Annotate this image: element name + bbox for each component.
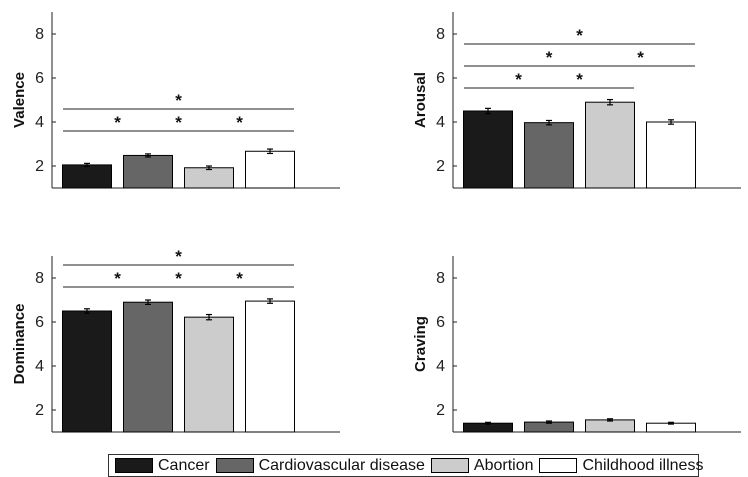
figure-canvas: 2 4 6 8 Valence * * * * 2 4 6 8 Arousal * * * * * 2 4 6 8 Domin… <box>11 12 741 433</box>
y-tick-label: 2 <box>35 158 44 175</box>
legend-item: Abortion <box>430 456 534 475</box>
bar-cancer <box>62 310 112 433</box>
significance-star: * <box>175 247 182 266</box>
y-tick-label: 8 <box>35 26 44 43</box>
legend-swatch <box>215 458 254 473</box>
y-tick-label: 4 <box>436 358 445 375</box>
significance-star: * <box>175 113 182 132</box>
legend-item: Cancer <box>115 457 210 475</box>
y-axis-label: Craving <box>412 316 429 372</box>
bar-cardiovascular-disease <box>524 122 574 189</box>
bar-childhood-illness <box>245 150 295 189</box>
legend-swatch <box>430 458 469 473</box>
y-tick-label: 6 <box>436 314 445 331</box>
y-tick-label: 2 <box>436 158 445 175</box>
significance-star: * <box>236 113 243 132</box>
significance-star: * <box>175 91 182 110</box>
y-tick-label: 6 <box>35 70 44 87</box>
y-tick-label: 2 <box>35 402 44 419</box>
y-tick-label: 6 <box>436 70 445 87</box>
y-tick-label: 8 <box>436 26 445 43</box>
legend-item: Cardiovascular disease <box>215 456 425 475</box>
y-tick-label: 8 <box>35 270 44 287</box>
significance-star: * <box>114 113 121 132</box>
bar-cardiovascular-disease <box>123 154 173 189</box>
bar-cardiovascular-disease <box>123 301 173 433</box>
legend-item: Childhood illness <box>539 457 703 475</box>
bar-cancer <box>62 164 112 189</box>
bar-abortion <box>184 316 234 433</box>
significance-star: * <box>515 70 522 89</box>
panel-craving: 2 4 6 8 Craving <box>412 256 741 433</box>
y-tick-label: 4 <box>35 114 44 131</box>
y-tick-label: 4 <box>35 358 44 375</box>
panel-valence: 2 4 6 8 Valence * * * * <box>11 12 340 189</box>
y-tick-label: 6 <box>35 314 44 331</box>
legend-swatch <box>539 458 578 473</box>
legend-swatch <box>115 458 153 473</box>
legend-label: Cancer <box>158 456 210 474</box>
bar-cancer <box>463 110 513 189</box>
significance-star: * <box>576 26 583 45</box>
y-axis-label: Valence <box>11 72 28 128</box>
bar-childhood-illness <box>245 300 295 433</box>
significance-star: * <box>114 269 121 288</box>
bar-abortion <box>585 101 635 189</box>
bar-childhood-illness <box>646 121 696 189</box>
y-tick-label: 2 <box>436 402 445 419</box>
bar-abortion <box>184 167 234 189</box>
significance-star: * <box>175 269 182 288</box>
legend-label: Cardiovascular disease <box>258 456 425 474</box>
bar-abortion <box>585 419 635 433</box>
legend: Cancer Cardiovascular disease Abortion Chil… <box>108 454 703 477</box>
significance-star: * <box>637 48 644 67</box>
y-axis-label: Arousal <box>412 72 429 128</box>
y-tick-label: 8 <box>436 270 445 287</box>
significance-star: * <box>236 269 243 288</box>
panel-arousal: 2 4 6 8 Arousal * * * * * <box>412 12 741 189</box>
y-tick-label: 4 <box>436 114 445 131</box>
panel-dominance: 2 4 6 8 Dominance * * * * <box>11 247 340 433</box>
y-axis-label: Dominance <box>11 304 28 385</box>
significance-star: * <box>546 48 553 67</box>
significance-star: * <box>576 70 583 89</box>
legend-label: Childhood illness <box>582 456 704 474</box>
legend-label: Abortion <box>473 456 534 474</box>
